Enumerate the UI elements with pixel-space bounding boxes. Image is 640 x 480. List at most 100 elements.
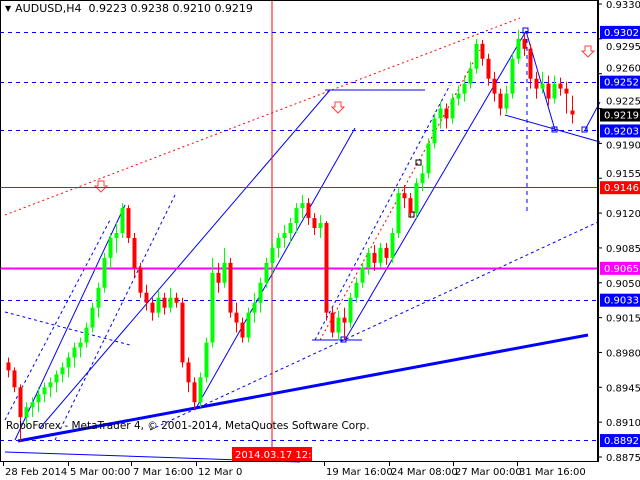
candle <box>126 205 131 243</box>
price-tick-label: 0.9260 <box>606 64 640 75</box>
price-tick-label: 0.9120 <box>606 209 640 220</box>
candle-body <box>414 183 419 214</box>
candle <box>282 225 287 248</box>
candle-body <box>516 38 521 59</box>
candle <box>408 193 413 219</box>
candle-body <box>180 302 185 363</box>
candle-body <box>432 118 437 144</box>
candle-body <box>546 83 551 99</box>
crosshair-time-box <box>232 447 312 461</box>
candle-body <box>444 108 449 119</box>
candle-body <box>474 43 479 69</box>
candle-body <box>480 43 485 59</box>
time-tick-label: 19 Mar 16:00 <box>326 467 393 478</box>
ohlc-readout: 0.9223 0.9238 0.9210 0.9219 <box>88 2 253 15</box>
candle <box>210 257 215 348</box>
candle-body <box>252 302 257 313</box>
candle-body <box>132 237 137 268</box>
candle-body <box>234 312 239 323</box>
sell-arrow-icon <box>580 45 596 58</box>
candles <box>6 29 575 443</box>
candle <box>360 262 365 288</box>
candle-body <box>168 297 173 308</box>
candle-body <box>456 93 461 99</box>
candle <box>114 223 119 253</box>
candle <box>504 85 509 114</box>
chart-header: ▼ AUDUSD,H4 0.9223 0.9238 0.9210 0.9219 <box>5 2 253 15</box>
candle <box>444 103 449 129</box>
candle <box>540 71 545 94</box>
triangle-down-icon[interactable]: ▼ <box>5 4 12 13</box>
candle-body <box>96 287 101 308</box>
candle <box>570 95 575 124</box>
candle <box>162 292 167 315</box>
candle <box>384 242 389 265</box>
price-label: 0.9033 <box>604 296 639 307</box>
candle <box>354 277 359 303</box>
candle-body <box>282 232 287 238</box>
candle <box>498 88 503 116</box>
candle <box>378 242 383 268</box>
candle <box>468 61 473 89</box>
candle <box>474 38 479 74</box>
time-tick-label: 12 Mar 0 <box>198 467 242 478</box>
candle-body <box>120 208 125 233</box>
candle <box>558 77 563 96</box>
wave-point-marker <box>551 126 558 133</box>
price-tick-label: 0.8980 <box>606 348 640 359</box>
time-tick-label: 31 Mar 16:00 <box>519 467 586 478</box>
price-label-box <box>600 261 640 275</box>
candle <box>234 302 239 333</box>
price-label-box <box>600 108 640 122</box>
candle-body <box>354 282 359 298</box>
candle <box>108 232 113 268</box>
candle <box>522 33 527 56</box>
candle-body <box>42 387 47 395</box>
price-label-box <box>600 293 640 307</box>
price-tick-label: 0.9050 <box>606 279 640 290</box>
candle-body <box>66 357 71 368</box>
candle-body <box>324 223 329 313</box>
candle <box>12 367 17 393</box>
time-tick-label: 5 Mar 00:00 <box>70 467 130 478</box>
candle-body <box>204 342 209 378</box>
candle-body <box>498 93 503 109</box>
red-dotted-channel-line <box>4 17 521 216</box>
candle-body <box>6 362 11 371</box>
time-axis[interactable]: 28 Feb 2014 5 Mar 00:00 7 Mar 16:00 12 Mar … <box>3 447 586 478</box>
candle <box>342 307 347 341</box>
candle <box>396 188 401 238</box>
candle <box>288 218 293 243</box>
dashed-channel-line <box>4 219 111 421</box>
candle <box>246 307 251 343</box>
candle <box>366 247 371 275</box>
candle-body <box>384 247 389 258</box>
candle-body <box>300 203 305 209</box>
candle-body <box>408 198 413 214</box>
candle <box>528 43 533 89</box>
candle-body <box>198 377 203 403</box>
candle-body <box>288 223 293 233</box>
candle-body <box>264 262 269 283</box>
price-axis[interactable]: 0.9330 0.9295 0.9260 0.9225 0.9190 0.9155 0.91… <box>598 0 640 464</box>
dashed-channel-line <box>314 84 451 341</box>
sell-arrow-icon <box>330 101 346 114</box>
candle <box>420 165 425 192</box>
candle <box>36 387 41 413</box>
sell-arrow-icon <box>93 180 109 193</box>
channel-trendline <box>39 89 331 429</box>
time-tick-label: 7 Mar 16:00 <box>133 467 193 478</box>
candle-body <box>48 382 53 388</box>
candle <box>30 397 35 418</box>
price-tick-label: 0.9295 <box>606 42 640 53</box>
candle-body <box>138 267 143 293</box>
candle-body <box>450 98 455 119</box>
candle <box>330 307 335 338</box>
wave-point-marker <box>581 126 588 133</box>
candle <box>414 178 419 219</box>
candle <box>300 195 305 219</box>
price-label-box <box>600 25 640 39</box>
candle <box>318 215 323 238</box>
